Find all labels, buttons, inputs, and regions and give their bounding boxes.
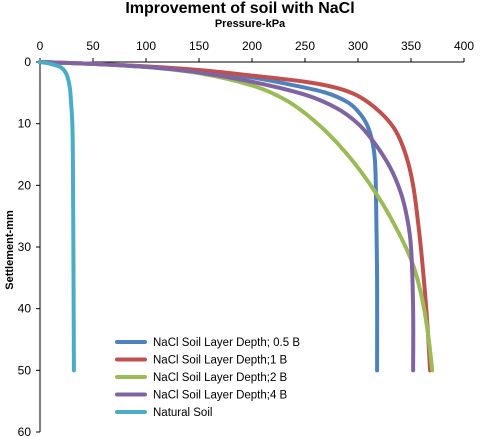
y-tick-label: 60 (18, 425, 32, 437)
legend-label-2: NaCl Soil Layer Depth;1 B (153, 355, 288, 367)
x-tick-label: 150 (189, 39, 209, 53)
y-tick-label: 20 (18, 178, 32, 192)
x-tick-label: 0 (37, 39, 44, 53)
x-axis-title: Pressure-kPa (214, 18, 286, 30)
y-tick-label: 10 (18, 117, 32, 131)
legend-label-5: Natural Soil (153, 407, 212, 419)
legend: NaCl Soil Layer Depth; 0.5 B NaCl Soil La… (115, 337, 300, 419)
x-tick-label: 50 (86, 39, 100, 53)
x-tick-label: 400 (454, 39, 474, 53)
y-tick-label: 30 (18, 240, 32, 254)
x-tick-label: 250 (295, 39, 315, 53)
y-tick-label: 40 (18, 302, 32, 316)
x-tick-label: 200 (242, 39, 262, 53)
x-tick-label: 100 (136, 39, 156, 53)
x-tick-label: 300 (348, 39, 368, 53)
series-layer (38, 60, 435, 373)
y-tick-label: 50 (18, 363, 32, 377)
x-tick-label: 350 (401, 39, 421, 53)
legend-label-3: NaCl Soil Layer Depth;2 B (153, 372, 288, 384)
series-line-4 (38, 60, 416, 373)
axes: 0 50 100 150 200 250 300 350 400 0 10 20 30 40 50 60 (18, 39, 475, 437)
series-line-2 (38, 60, 433, 373)
series-line-1 (38, 60, 380, 373)
legend-label-1: NaCl Soil Layer Depth; 0.5 B (153, 337, 300, 349)
legend-label-4: NaCl Soil Layer Depth;4 B (153, 390, 288, 402)
series-line-5 (38, 60, 76, 373)
chart-title: Improvement of soil with NaCl (125, 0, 355, 17)
y-tick-label: 0 (24, 55, 31, 69)
